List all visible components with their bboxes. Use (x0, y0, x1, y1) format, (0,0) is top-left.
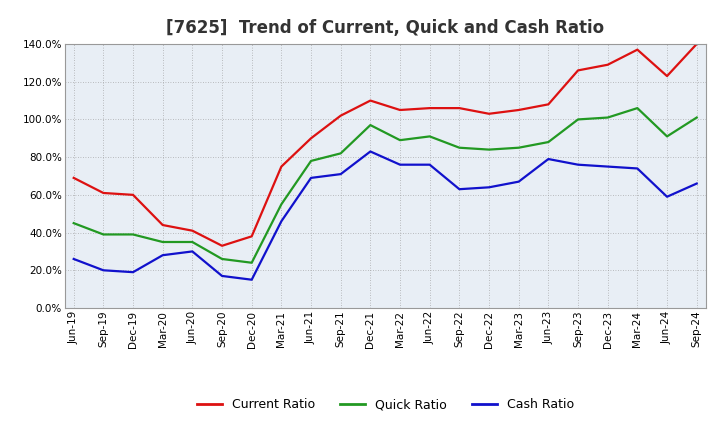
Current Ratio (544, 102, 553, 107)
Line: Cash Ratio: Cash Ratio (73, 151, 697, 280)
Cash Ratio (188, 249, 197, 254)
Current Ratio (336, 113, 345, 118)
Cash Ratio (158, 253, 167, 258)
Cash Ratio (69, 257, 78, 262)
Quick Ratio (633, 106, 642, 111)
Current Ratio (662, 73, 671, 79)
Cash Ratio (603, 164, 612, 169)
Cash Ratio (336, 172, 345, 177)
Current Ratio (158, 222, 167, 227)
Cash Ratio (455, 187, 464, 192)
Current Ratio (603, 62, 612, 67)
Quick Ratio (455, 145, 464, 150)
Title: [7625]  Trend of Current, Quick and Cash Ratio: [7625] Trend of Current, Quick and Cash … (166, 19, 604, 37)
Cash Ratio (248, 277, 256, 282)
Cash Ratio (662, 194, 671, 199)
Cash Ratio (99, 268, 108, 273)
Current Ratio (455, 106, 464, 111)
Quick Ratio (544, 139, 553, 145)
Current Ratio (217, 243, 226, 249)
Current Ratio (99, 191, 108, 196)
Cash Ratio (544, 156, 553, 161)
Quick Ratio (69, 220, 78, 226)
Cash Ratio (693, 181, 701, 186)
Cash Ratio (426, 162, 434, 167)
Quick Ratio (277, 202, 286, 207)
Quick Ratio (336, 151, 345, 156)
Current Ratio (514, 107, 523, 113)
Quick Ratio (396, 138, 405, 143)
Quick Ratio (574, 117, 582, 122)
Current Ratio (248, 234, 256, 239)
Cash Ratio (277, 219, 286, 224)
Current Ratio (633, 47, 642, 52)
Cash Ratio (366, 149, 374, 154)
Quick Ratio (662, 134, 671, 139)
Cash Ratio (396, 162, 405, 167)
Cash Ratio (485, 185, 493, 190)
Cash Ratio (217, 273, 226, 279)
Quick Ratio (693, 115, 701, 120)
Current Ratio (693, 41, 701, 47)
Current Ratio (396, 107, 405, 113)
Legend: Current Ratio, Quick Ratio, Cash Ratio: Current Ratio, Quick Ratio, Cash Ratio (192, 393, 579, 416)
Current Ratio (188, 228, 197, 233)
Quick Ratio (217, 257, 226, 262)
Current Ratio (574, 68, 582, 73)
Cash Ratio (514, 179, 523, 184)
Current Ratio (129, 192, 138, 198)
Quick Ratio (158, 239, 167, 245)
Line: Quick Ratio: Quick Ratio (73, 108, 697, 263)
Current Ratio (69, 175, 78, 180)
Quick Ratio (99, 232, 108, 237)
Cash Ratio (129, 270, 138, 275)
Quick Ratio (603, 115, 612, 120)
Quick Ratio (129, 232, 138, 237)
Quick Ratio (248, 260, 256, 265)
Cash Ratio (633, 166, 642, 171)
Quick Ratio (485, 147, 493, 152)
Quick Ratio (426, 134, 434, 139)
Quick Ratio (307, 158, 315, 164)
Current Ratio (426, 106, 434, 111)
Cash Ratio (574, 162, 582, 167)
Cash Ratio (307, 175, 315, 180)
Quick Ratio (366, 122, 374, 128)
Quick Ratio (188, 239, 197, 245)
Quick Ratio (514, 145, 523, 150)
Current Ratio (366, 98, 374, 103)
Current Ratio (485, 111, 493, 117)
Current Ratio (307, 136, 315, 141)
Current Ratio (277, 164, 286, 169)
Line: Current Ratio: Current Ratio (73, 44, 697, 246)
